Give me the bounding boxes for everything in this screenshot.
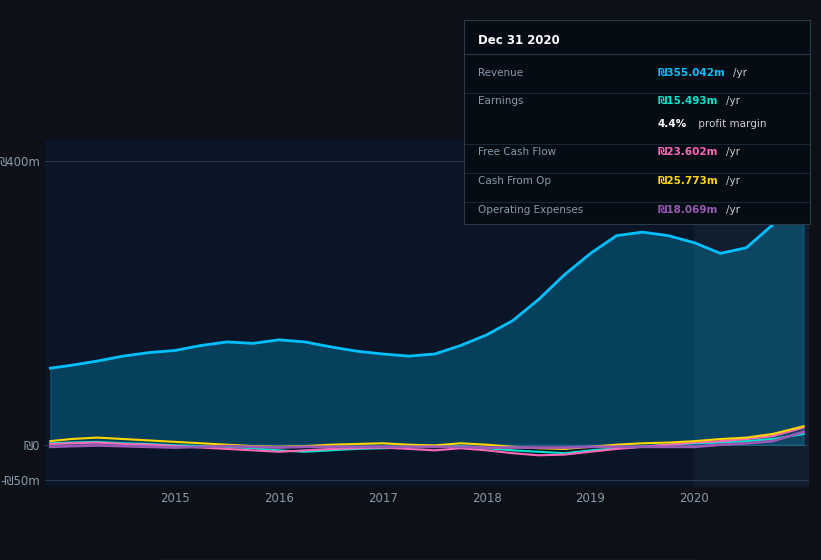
Text: ₪23.602m: ₪23.602m: [658, 147, 718, 157]
Text: /yr: /yr: [726, 205, 740, 214]
Text: ₪15.493m: ₪15.493m: [658, 96, 718, 106]
Text: /yr: /yr: [726, 96, 740, 106]
Text: Free Cash Flow: Free Cash Flow: [478, 147, 556, 157]
Text: Earnings: Earnings: [478, 96, 523, 106]
Text: /yr: /yr: [733, 68, 747, 78]
Text: /yr: /yr: [726, 147, 740, 157]
Text: 4.4%: 4.4%: [658, 119, 687, 129]
Text: profit margin: profit margin: [695, 119, 767, 129]
Text: Revenue: Revenue: [478, 68, 523, 78]
Text: Operating Expenses: Operating Expenses: [478, 205, 583, 214]
Text: ₪355.042m: ₪355.042m: [658, 68, 726, 78]
Bar: [695, 140, 819, 487]
Text: Dec 31 2020: Dec 31 2020: [478, 34, 559, 47]
Text: ₪18.069m: ₪18.069m: [658, 205, 718, 214]
Text: /yr: /yr: [726, 176, 740, 186]
Text: ₪25.773m: ₪25.773m: [658, 176, 718, 186]
Text: Cash From Op: Cash From Op: [478, 176, 551, 186]
